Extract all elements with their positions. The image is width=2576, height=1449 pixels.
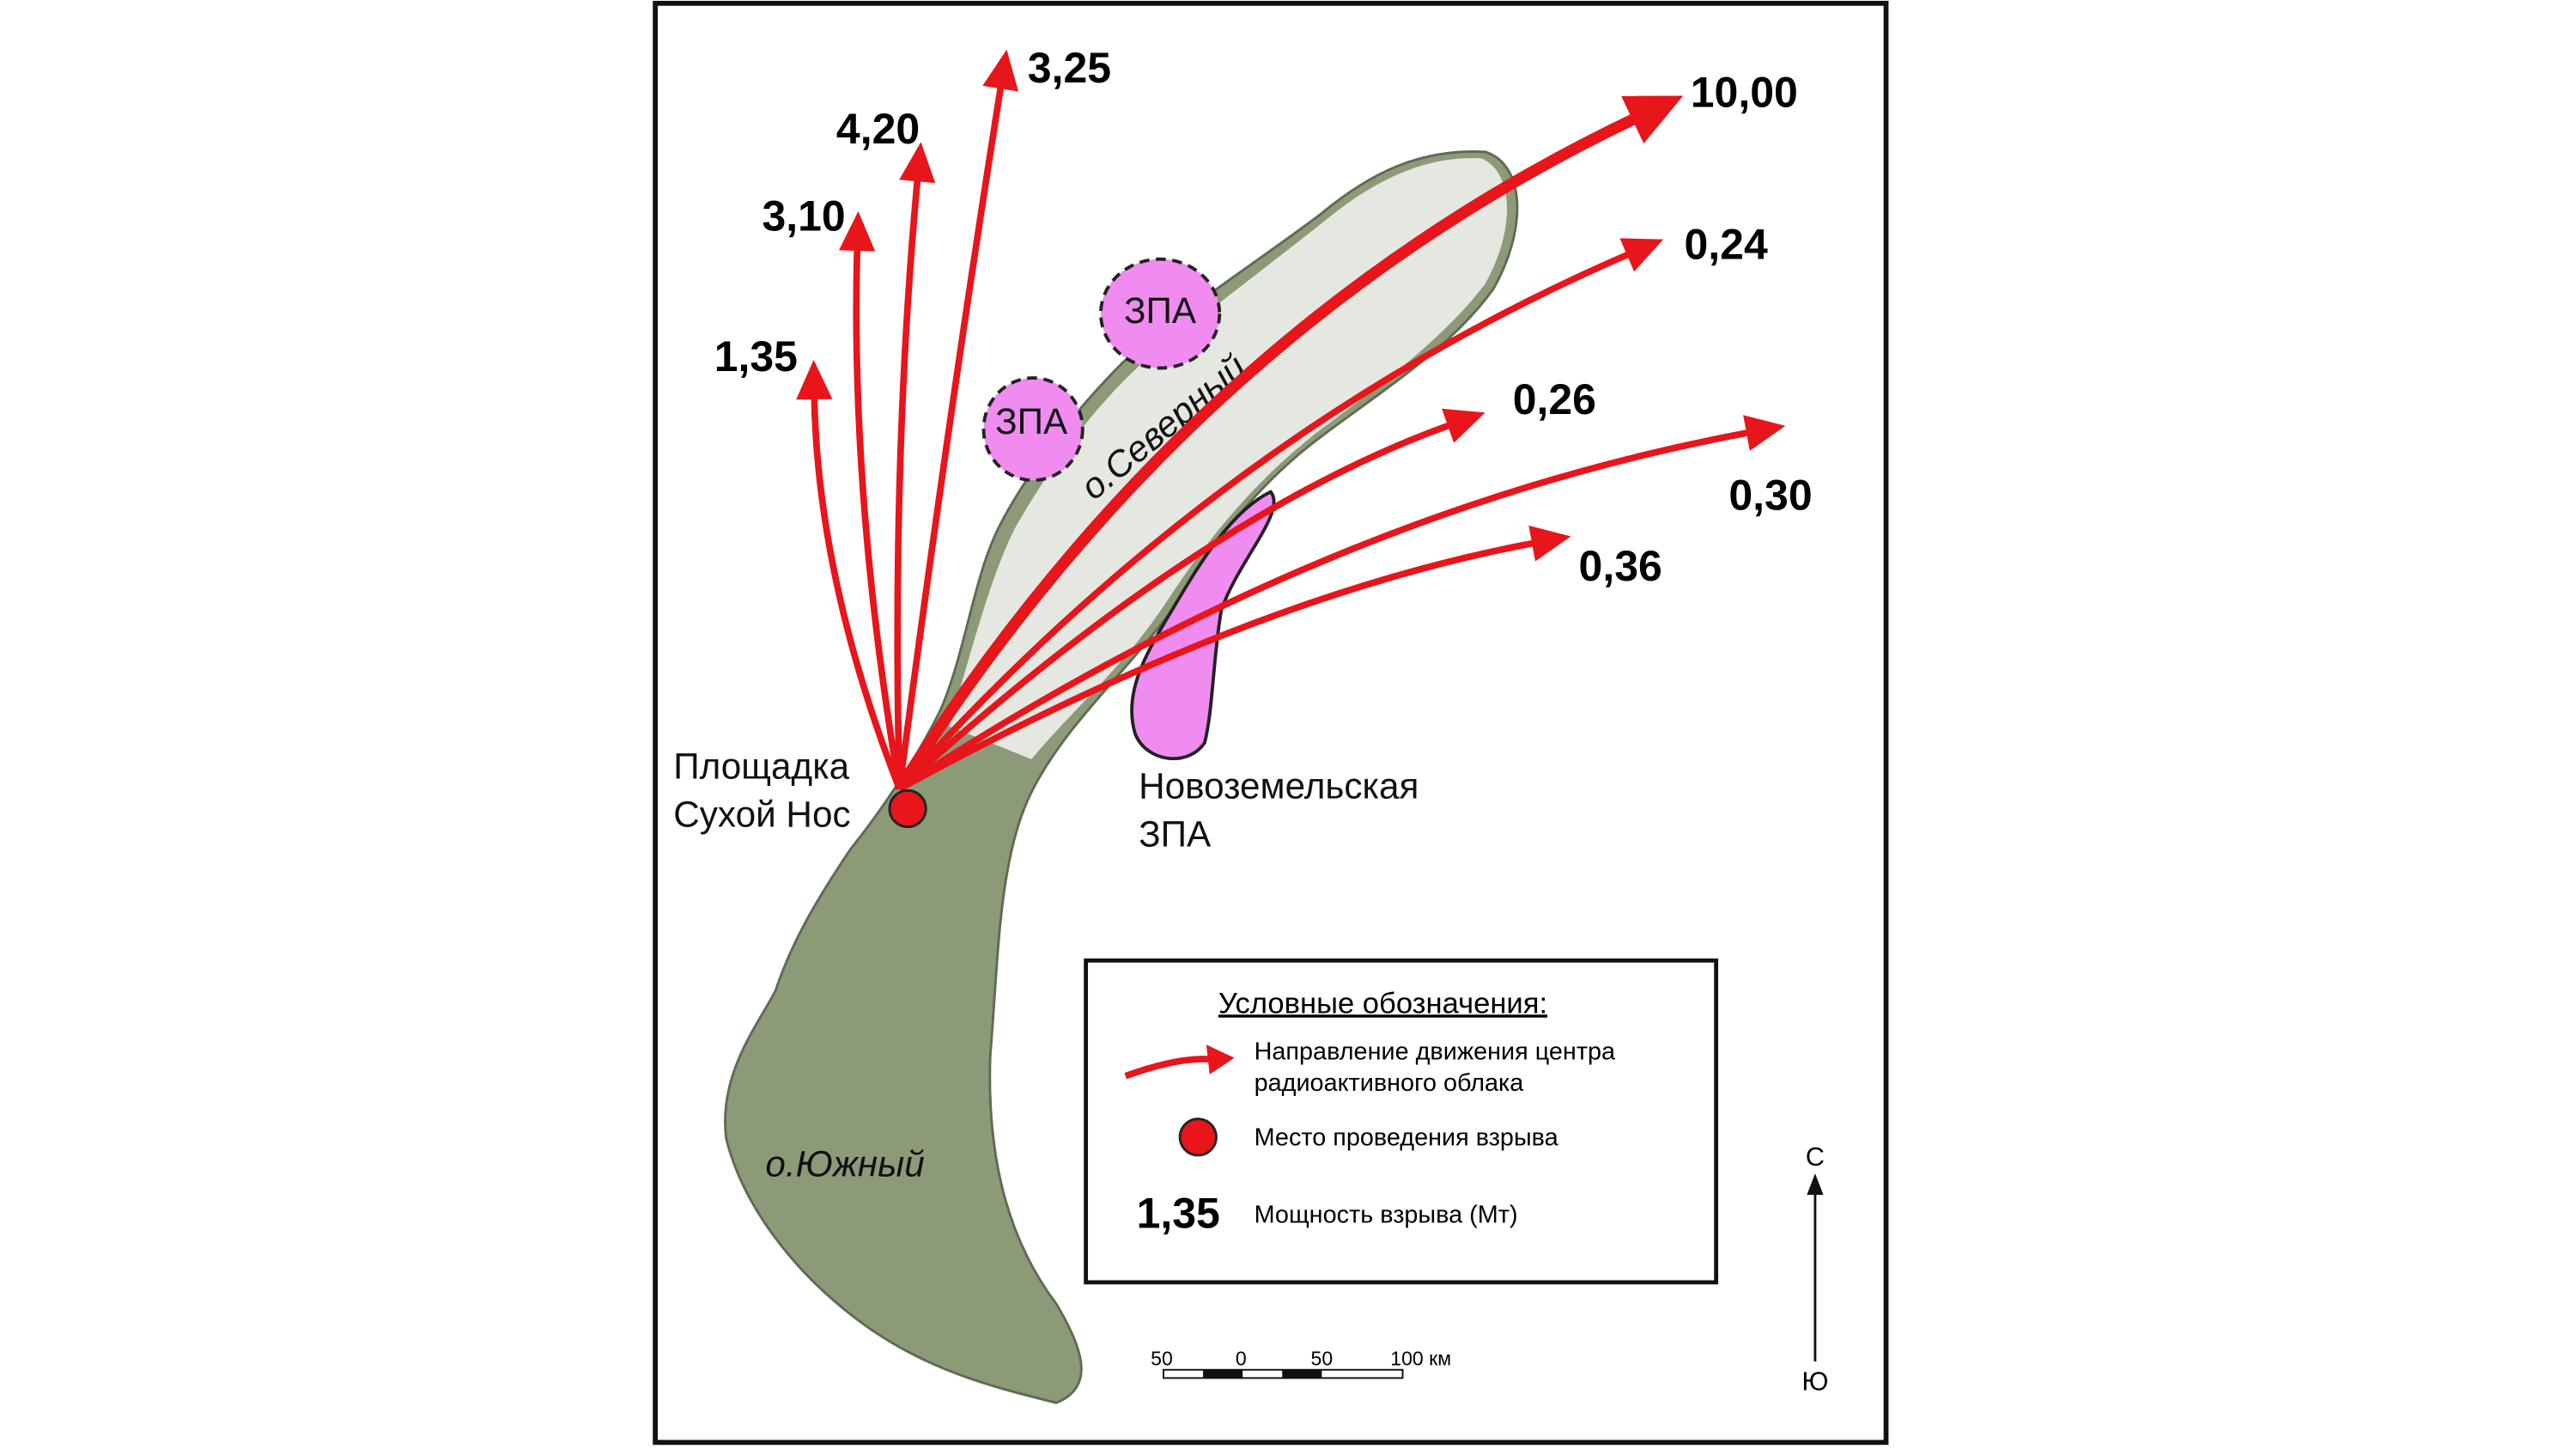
arrowhead bbox=[899, 142, 936, 184]
yield-label: 4,20 bbox=[836, 105, 920, 153]
legend-dot bbox=[1178, 1117, 1218, 1157]
yield-label: 0,30 bbox=[1728, 471, 1812, 519]
arrowhead bbox=[839, 210, 876, 252]
zone-label: ЗПА bbox=[995, 401, 1068, 441]
legend-text: радиоактивного облака bbox=[1255, 1069, 1525, 1097]
arrows: 1,35 3,10 4,20 3,25 10,00 0,24 0,26 0,30 0,36 bbox=[714, 44, 1813, 793]
arrowhead bbox=[796, 359, 833, 400]
zone-ring bbox=[1098, 257, 1222, 370]
yield-label: 0,24 bbox=[1685, 220, 1768, 268]
cloud-arrow bbox=[896, 420, 1455, 792]
yield-label: 3,10 bbox=[762, 192, 845, 240]
land bbox=[724, 149, 1519, 1404]
arrowhead bbox=[1528, 525, 1571, 562]
compass-north: С bbox=[1806, 1142, 1825, 1172]
explosion-site bbox=[888, 788, 927, 829]
scale-bar bbox=[1282, 1369, 1322, 1379]
cloud-arrow bbox=[853, 244, 903, 790]
scale-label: 50 bbox=[1311, 1347, 1334, 1369]
zone-label: ЗПА bbox=[1124, 290, 1197, 331]
legend-text: Мощность взрыва (Мт) bbox=[1255, 1202, 1518, 1229]
zone-ring bbox=[981, 376, 1084, 483]
arrowhead bbox=[1442, 408, 1485, 443]
legend-title: Условные обозначения: bbox=[1218, 987, 1547, 1020]
zone-area bbox=[1130, 490, 1276, 761]
site-label: Площадка bbox=[673, 746, 849, 787]
yield-label: 0,36 bbox=[1579, 542, 1662, 590]
cloud-arrow bbox=[896, 249, 1635, 791]
scale-label: 100 км bbox=[1390, 1347, 1451, 1369]
compass-arrow bbox=[1807, 1173, 1824, 1196]
yield-label: 0,26 bbox=[1513, 375, 1596, 423]
yield-label: 1,35 bbox=[714, 332, 798, 381]
zone-name: Новоземельская bbox=[1139, 766, 1419, 807]
site-label: Сухой Нос bbox=[673, 794, 850, 834]
cloud-arrow bbox=[897, 539, 1540, 792]
scale-bar bbox=[1203, 1369, 1243, 1379]
ice-cap bbox=[949, 158, 1508, 759]
compass-south: Ю bbox=[1801, 1366, 1828, 1396]
arrowhead bbox=[982, 49, 1019, 92]
arrowhead bbox=[1619, 238, 1664, 272]
zone-name: ЗПА bbox=[1139, 813, 1212, 854]
legend-sample: 1,35 bbox=[1137, 1189, 1220, 1237]
cloud-arrow bbox=[894, 174, 921, 789]
scale-label: 50 bbox=[1151, 1347, 1173, 1369]
scale-label: 0 bbox=[1236, 1347, 1247, 1369]
cloud-arrow bbox=[894, 112, 1641, 793]
arrowhead bbox=[1743, 415, 1786, 451]
legend-arrow bbox=[1124, 1056, 1213, 1080]
cloud-arrow bbox=[811, 393, 903, 790]
island-label: о.Южный bbox=[765, 1144, 924, 1184]
legend-text: Место проведения взрыва bbox=[1255, 1123, 1559, 1151]
arrowhead bbox=[1620, 95, 1684, 144]
cloud-arrow bbox=[897, 428, 1754, 792]
yield-label: 10,00 bbox=[1691, 69, 1798, 117]
legend-arrowhead bbox=[1206, 1044, 1235, 1075]
legend-text: Направление движения центра bbox=[1255, 1038, 1616, 1065]
cloud-arrow bbox=[896, 81, 1005, 789]
yield-label: 3,25 bbox=[1028, 44, 1111, 92]
